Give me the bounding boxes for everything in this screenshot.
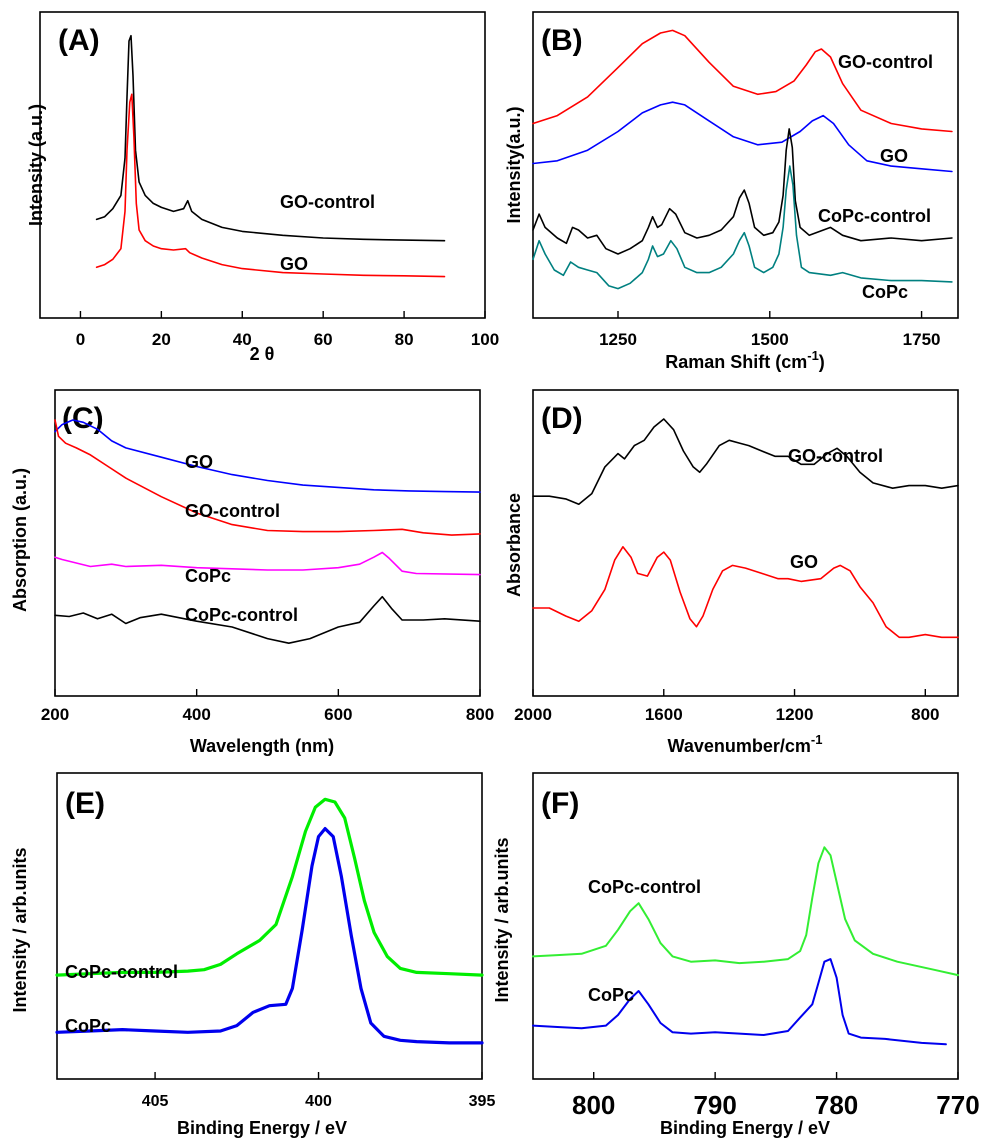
panel-b-tick-label-1250: 1250: [599, 330, 637, 349]
panel-b: (B) Raman Shift (cm-1) Intensity(a.u.) 1…: [504, 11, 959, 372]
panel-c-label-go: GO: [185, 452, 213, 472]
panel-d-label: (D): [541, 402, 583, 435]
panel-b-label-copc-control: CoPc-control: [818, 206, 931, 226]
panel-d-xlabel: Wavenumber/cm-1: [668, 732, 823, 756]
panel-a-label-go: GO: [280, 254, 308, 274]
panel-f-ylabel: Intensity / arb.units: [492, 837, 512, 1002]
panel-d-series-go: [532, 546, 959, 639]
panel-a-series-go: [95, 93, 446, 278]
panel-e-series-copc: [55, 827, 484, 1045]
panel-a-plot: [95, 34, 446, 278]
panel-e-plot: [55, 797, 484, 1045]
panel-d-tick-label-800: 800: [911, 705, 939, 724]
panel-a-tick-label-40: 40: [233, 330, 252, 349]
panel-e-series-copc-control: [55, 797, 484, 977]
panel-d-label-go-control: GO-control: [788, 446, 883, 466]
panel-a-xlabel: 2 θ: [250, 344, 275, 364]
panel-d-tick-label-2000: 2000: [514, 705, 552, 724]
panel-b-series-copc: [532, 165, 953, 290]
panel-c-label-go-control: GO-control: [185, 501, 280, 521]
panel-a-ylabel: Intensity (a.u.): [26, 104, 46, 226]
panel-f-ticks: 800 790 780 770: [572, 1072, 980, 1120]
panel-e: (E) Binding Energy / eV Intensity / arb.…: [10, 772, 496, 1138]
panel-f: (F) Binding Energy / eV Intensity / arb.…: [492, 772, 980, 1138]
panel-f-tick-label-770: 770: [936, 1090, 979, 1120]
panel-c-tick-label-400: 400: [182, 705, 210, 724]
panel-e-label-copc-control: CoPc-control: [65, 962, 178, 982]
panel-c-label-copc: CoPc: [185, 566, 231, 586]
panel-c-label-copc-control: CoPc-control: [185, 605, 298, 625]
panel-a-frame: [39, 11, 486, 319]
panel-d-tick-label-1200: 1200: [776, 705, 814, 724]
panel-a: (A) 2 θ Intensity (a.u.) 0 20 40 60 80 100 GO…: [26, 11, 499, 364]
panel-f-tick-label-780: 780: [815, 1090, 858, 1120]
panel-c-series-copc: [54, 551, 481, 576]
panel-d-series-go-control: [532, 418, 959, 505]
panel-b-label: (B): [541, 24, 583, 57]
panel-e-frame: [56, 772, 483, 1080]
panel-f-series-copc-control: [532, 846, 959, 977]
panel-d-ticks: 2000 1600 1200 800: [514, 689, 939, 724]
panel-d-ylabel: Absorbance: [504, 493, 524, 597]
panel-e-label-copc: CoPc: [65, 1016, 111, 1036]
panel-c-series-go: [54, 419, 481, 493]
panel-c-series-go-control: [54, 419, 481, 536]
panel-f-series-copc: [532, 958, 947, 1046]
panel-a-label-go-control: GO-control: [280, 192, 375, 212]
panel-e-tick-label-405: 405: [142, 1093, 169, 1110]
panel-d-plot: [532, 418, 959, 639]
panel-a-series-go-control: [95, 34, 446, 242]
panel-b-series-copc-control: [532, 128, 953, 255]
panel-b-frame: [532, 11, 959, 319]
panel-a-ticks: 0 20 40 60 80 100: [76, 311, 499, 349]
panel-e-label: (E): [65, 787, 105, 820]
panel-c-frame: [54, 389, 481, 697]
panel-c-tick-label-800: 800: [466, 705, 494, 724]
panel-e-ylabel: Intensity / arb.units: [10, 847, 30, 1012]
panel-c-ylabel: Absorption (a.u.): [10, 468, 30, 612]
panel-c-tick-label-200: 200: [41, 705, 69, 724]
panel-b-plot: [532, 29, 953, 290]
panel-f-label: (F): [541, 787, 579, 820]
panel-f-tick-label-790: 790: [693, 1090, 736, 1120]
panel-b-series-go-control: [532, 29, 953, 133]
panel-c-ticks: 200 400 600 800: [41, 689, 494, 724]
panel-b-ticks: 1250 1500 1750: [599, 311, 940, 349]
panel-b-label-go-control: GO-control: [838, 52, 933, 72]
panel-f-frame: [532, 772, 959, 1080]
panel-d-tick-label-1600: 1600: [645, 705, 683, 724]
panel-d-label-go: GO: [790, 552, 818, 572]
panel-c-xlabel: Wavelength (nm): [190, 736, 334, 756]
panel-b-xlabel: Raman Shift (cm-1): [665, 348, 825, 372]
panel-b-tick-label-1750: 1750: [903, 330, 941, 349]
panel-e-tick-label-400: 400: [305, 1093, 332, 1110]
panel-f-label-copc-control: CoPc-control: [588, 877, 701, 897]
panel-a-tick-label-80: 80: [395, 330, 414, 349]
panel-a-tick-label-60: 60: [314, 330, 333, 349]
panel-b-series-go: [532, 101, 953, 173]
panel-e-xlabel: Binding Energy / eV: [177, 1118, 347, 1138]
panel-c-plot: [54, 419, 481, 644]
panel-f-xlabel: Binding Energy / eV: [660, 1118, 830, 1138]
panel-c-series-copc-control: [54, 595, 481, 644]
panel-a-label: (A): [58, 24, 100, 57]
panel-c-tick-label-600: 600: [324, 705, 352, 724]
panel-f-tick-label-800: 800: [572, 1090, 615, 1120]
panel-e-tick-label-395: 395: [469, 1093, 496, 1110]
panel-b-ylabel: Intensity(a.u.): [504, 106, 524, 223]
panel-b-label-go: GO: [880, 146, 908, 166]
panel-a-tick-label-100: 100: [471, 330, 499, 349]
panel-b-label-copc: CoPc: [862, 282, 908, 302]
panel-f-plot: [532, 846, 959, 1046]
panel-a-tick-label-20: 20: [152, 330, 171, 349]
panel-e-ticks: 405 400 395: [142, 1072, 496, 1110]
panel-a-tick-label-0: 0: [76, 330, 85, 349]
panel-d: (D) Wavenumber/cm-1 Absorbance 2000 1600 1…: [504, 389, 959, 756]
panel-b-tick-label-1500: 1500: [751, 330, 789, 349]
panel-c: (C) Wavelength (nm) Absorption (a.u.) 20…: [10, 389, 494, 756]
panel-f-label-copc: CoPc: [588, 985, 634, 1005]
panel-d-frame: [532, 389, 959, 697]
